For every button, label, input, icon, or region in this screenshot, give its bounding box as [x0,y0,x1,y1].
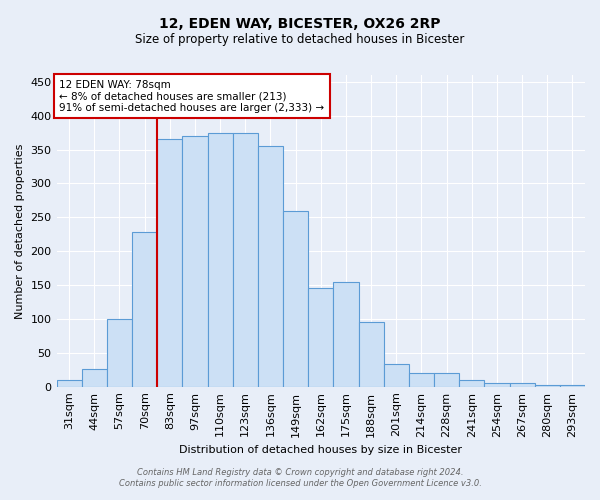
Bar [132,232,157,386]
Bar [484,384,509,386]
Bar [107,319,132,386]
Bar [509,384,535,386]
Bar [82,369,107,386]
Y-axis label: Number of detached properties: Number of detached properties [15,143,25,318]
Bar [258,146,283,386]
Bar [359,322,383,386]
Bar [233,132,258,386]
Bar [535,384,560,386]
Text: Contains HM Land Registry data © Crown copyright and database right 2024.
Contai: Contains HM Land Registry data © Crown c… [119,468,481,487]
Bar [283,210,308,386]
Bar [560,384,585,386]
Bar [308,288,334,386]
X-axis label: Distribution of detached houses by size in Bicester: Distribution of detached houses by size … [179,445,462,455]
Bar [409,373,434,386]
Text: Size of property relative to detached houses in Bicester: Size of property relative to detached ho… [136,32,464,46]
Bar [182,136,208,386]
Text: 12 EDEN WAY: 78sqm
← 8% of detached houses are smaller (213)
91% of semi-detache: 12 EDEN WAY: 78sqm ← 8% of detached hous… [59,80,325,113]
Bar [334,282,359,387]
Bar [56,380,82,386]
Bar [208,132,233,386]
Bar [434,373,459,386]
Text: 12, EDEN WAY, BICESTER, OX26 2RP: 12, EDEN WAY, BICESTER, OX26 2RP [159,18,441,32]
Bar [157,140,182,386]
Bar [459,380,484,386]
Bar [383,364,409,386]
